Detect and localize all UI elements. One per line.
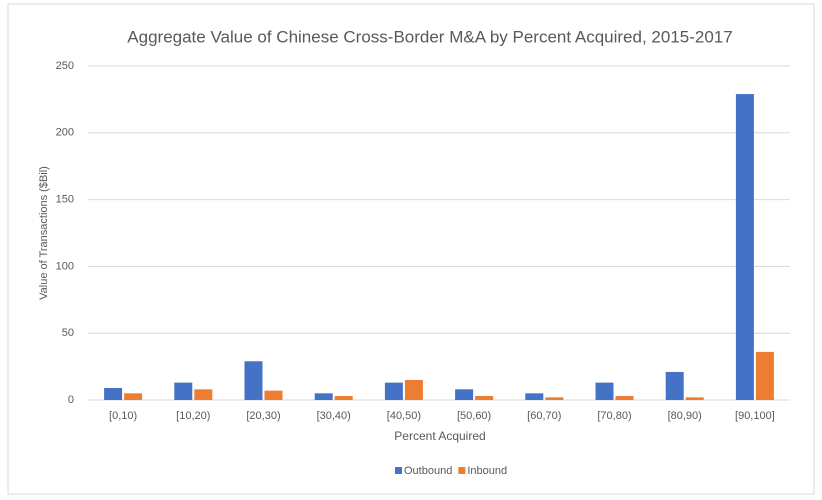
y-tick-label: 250 <box>56 60 74 72</box>
legend-swatch <box>458 467 466 474</box>
bar <box>384 382 403 400</box>
x-tick-label: [70,80) <box>597 410 631 422</box>
legend-swatch <box>395 467 402 474</box>
bar <box>545 397 564 400</box>
x-tick-label: [60,70) <box>527 410 561 422</box>
bar <box>244 361 263 400</box>
y-tick-label: 50 <box>62 327 74 339</box>
bar <box>595 382 614 400</box>
bar <box>334 395 353 400</box>
x-tick-label: [40,50) <box>387 410 421 422</box>
y-tick-label: 150 <box>56 194 74 206</box>
x-tick-label: [10,20) <box>176 410 210 422</box>
x-axis-label: Percent Acquired <box>394 429 485 443</box>
chart-border <box>7 3 815 495</box>
bar <box>194 389 213 400</box>
legend-label: Inbound <box>467 465 507 477</box>
bar <box>104 387 123 400</box>
bar <box>314 393 333 400</box>
legend-label: Outbound <box>404 465 452 477</box>
bar <box>665 371 684 400</box>
bar <box>755 351 774 400</box>
y-tick-label: 0 <box>68 394 74 406</box>
bar <box>264 390 283 400</box>
x-tick-label: [80,90) <box>668 410 702 422</box>
y-tick-label: 100 <box>56 260 74 272</box>
x-tick-label: [20,30) <box>246 410 280 422</box>
bar <box>475 395 494 400</box>
y-tick-label: 200 <box>56 127 74 139</box>
bar <box>735 94 754 400</box>
y-axis-label: Value of Transactions ($Bil) <box>38 166 50 300</box>
bar <box>174 382 193 400</box>
x-tick-label: [90,100] <box>735 410 775 422</box>
bar <box>455 389 474 400</box>
x-tick-label: [30,40) <box>317 410 351 422</box>
bar <box>525 393 544 400</box>
x-tick-label: [50,60) <box>457 410 491 422</box>
x-tick-label: [0,10) <box>109 410 137 422</box>
bar <box>685 397 704 400</box>
chart-title: Aggregate Value of Chinese Cross-Border … <box>127 27 732 46</box>
bar <box>615 395 634 400</box>
bar <box>404 379 423 400</box>
bar <box>124 393 143 400</box>
